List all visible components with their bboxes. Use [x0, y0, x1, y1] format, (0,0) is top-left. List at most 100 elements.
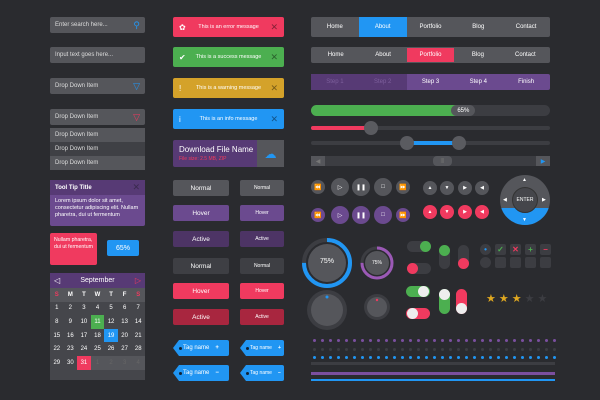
calendar-day[interactable]: 6: [122, 305, 127, 312]
radio-checked[interactable]: •: [480, 244, 491, 255]
active-button[interactable]: Active: [173, 231, 229, 247]
switch-on[interactable]: [406, 286, 430, 297]
range-handle-high[interactable]: [452, 136, 467, 150]
search-input[interactable]: Enter search here... ⚲: [50, 17, 145, 33]
step-4[interactable]: Step 4: [469, 79, 487, 85]
calendar-day[interactable]: 17: [80, 332, 88, 339]
dropdown-open[interactable]: Drop Down Item ▽: [50, 109, 145, 125]
calendar-day[interactable]: 5: [109, 305, 113, 312]
arrow-down-icon[interactable]: ▼: [440, 205, 454, 219]
close-icon[interactable]: ✕: [270, 113, 278, 124]
calendar-day[interactable]: 16: [67, 332, 74, 339]
nav-item-portfolio[interactable]: Portfolio: [406, 48, 455, 62]
normal-button-small[interactable]: Normal: [240, 258, 284, 274]
vertical-toggle-on[interactable]: [439, 245, 450, 269]
close-icon[interactable]: ✕: [270, 82, 278, 93]
enter-button[interactable]: ENTER: [512, 187, 538, 213]
arrow-up-icon[interactable]: ▲: [423, 205, 437, 219]
calendar-day[interactable]: 12: [107, 318, 115, 325]
checkbox[interactable]: [510, 257, 521, 268]
normal-button-small[interactable]: Normal: [240, 180, 284, 196]
nav-item-contact[interactable]: Contact: [515, 24, 537, 30]
star-rating[interactable]: ★ ★ ★ ★ ★: [486, 292, 547, 305]
calendar-day[interactable]: 28: [134, 346, 142, 353]
calendar-day[interactable]: 25: [94, 346, 101, 353]
check-icon[interactable]: ✓: [495, 244, 506, 255]
radio[interactable]: [480, 257, 491, 268]
star-icon[interactable]: ★: [537, 293, 548, 305]
nav-item-about[interactable]: About: [375, 52, 391, 58]
checkbox[interactable]: [540, 257, 551, 268]
nav-item-contact[interactable]: Contact: [514, 52, 536, 58]
arrow-left-icon[interactable]: ◀: [475, 181, 489, 195]
scrollbar[interactable]: ◀ ||| ▶: [311, 156, 550, 166]
tag-add-small[interactable]: Tag name +: [240, 340, 284, 356]
star-icon[interactable]: ★: [486, 293, 496, 305]
active-button-small[interactable]: Active: [240, 231, 284, 247]
stop-icon[interactable]: □: [374, 206, 392, 224]
minus-icon[interactable]: −: [215, 370, 219, 376]
calendar-day[interactable]: 30: [67, 359, 74, 366]
calendar-day[interactable]: 4: [131, 355, 145, 370]
arrow-right-icon[interactable]: ▶: [458, 181, 472, 195]
tag-remove-small[interactable]: Tag name −: [240, 365, 284, 381]
text-input[interactable]: Input text goes here...: [50, 47, 145, 63]
active-button[interactable]: Active: [173, 309, 229, 325]
star-icon[interactable]: ★: [524, 293, 535, 305]
step-1[interactable]: Step 1: [311, 74, 359, 90]
checkbox[interactable]: [495, 257, 506, 268]
hover-button-small[interactable]: Hover: [240, 205, 284, 221]
prev-month-icon[interactable]: ◁: [54, 276, 61, 285]
pause-icon[interactable]: ❚❚: [352, 206, 370, 224]
slider-handle[interactable]: [363, 121, 378, 135]
pause-icon[interactable]: ❚❚: [352, 178, 370, 196]
switch-off[interactable]: [406, 308, 430, 319]
active-button-small[interactable]: Active: [240, 309, 284, 325]
plus-icon[interactable]: +: [525, 244, 536, 255]
calendar-day[interactable]: 4: [95, 305, 100, 312]
calendar-day[interactable]: 11: [90, 315, 105, 329]
calendar-day[interactable]: 22: [53, 346, 61, 353]
search-icon[interactable]: ⚲: [133, 19, 140, 30]
calendar-day[interactable]: 21: [134, 332, 142, 339]
calendar-day[interactable]: 26: [107, 346, 115, 353]
hover-button[interactable]: Hover: [173, 205, 229, 221]
plus-icon[interactable]: +: [277, 345, 281, 351]
calendar-day[interactable]: 14: [134, 318, 142, 325]
nav-item-blog[interactable]: Blog: [472, 24, 485, 30]
calendar-day[interactable]: 27: [121, 346, 128, 353]
dropdown-option[interactable]: Drop Down Item: [50, 156, 145, 170]
dropdown[interactable]: Drop Down Item ▽: [50, 78, 145, 94]
download-box[interactable]: Download File Name File size: 2.5 MB, ZI…: [173, 140, 284, 167]
vertical-switch-off[interactable]: [456, 289, 467, 314]
minus-icon[interactable]: −: [277, 370, 281, 376]
calendar-day[interactable]: 15: [53, 332, 61, 339]
normal-button[interactable]: Normal: [173, 258, 229, 274]
play-icon[interactable]: ▷: [331, 178, 349, 196]
rewind-icon[interactable]: ⏪: [311, 180, 325, 194]
tag-remove[interactable]: Tag name −: [173, 365, 229, 381]
next-month-icon[interactable]: ▷: [134, 276, 141, 285]
arrow-right-icon[interactable]: ▶: [458, 205, 472, 219]
calendar-day[interactable]: 8: [55, 318, 59, 325]
calendar-day[interactable]: 2: [104, 355, 118, 370]
arrow-left-icon[interactable]: ◀: [503, 197, 507, 203]
hover-button-small[interactable]: Hover: [240, 283, 284, 299]
scroll-left-icon[interactable]: ◀: [311, 156, 325, 166]
dropdown-option[interactable]: Drop Down Item: [50, 142, 145, 156]
minus-icon[interactable]: −: [540, 244, 551, 255]
step-2[interactable]: Step 2: [358, 74, 407, 90]
scroll-thumb[interactable]: |||: [433, 156, 452, 166]
nav-item-blog[interactable]: Blog: [471, 52, 484, 58]
star-icon[interactable]: ★: [511, 293, 522, 305]
dpad-down-active[interactable]: [500, 208, 550, 225]
checkbox[interactable]: [525, 257, 536, 268]
arrow-right-icon[interactable]: ▶: [542, 197, 546, 203]
tag-add[interactable]: Tag name +: [173, 340, 229, 356]
calendar-day[interactable]: 10: [80, 318, 88, 325]
calendar-day[interactable]: 24: [80, 346, 88, 353]
calendar-day[interactable]: 1: [55, 305, 59, 312]
arrow-up-icon[interactable]: ▲: [522, 177, 527, 183]
vertical-switch-on[interactable]: [439, 289, 450, 314]
calendar-day[interactable]: 7: [136, 305, 140, 312]
